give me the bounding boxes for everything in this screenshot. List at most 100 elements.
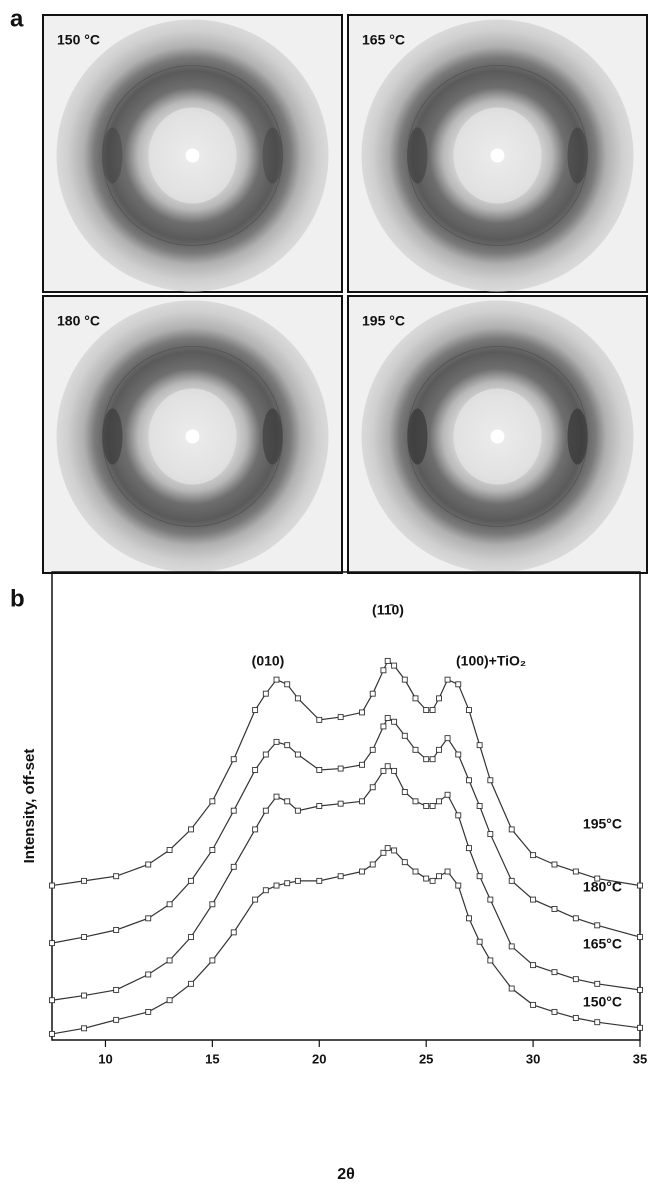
plot-frame <box>51 571 641 1041</box>
data-point <box>637 882 643 889</box>
data-point <box>316 767 323 773</box>
data-point <box>145 971 152 978</box>
data-point <box>316 803 323 809</box>
data-point <box>391 847 398 854</box>
data-point <box>391 767 398 774</box>
data-point <box>465 845 472 852</box>
equatorial-arc <box>102 408 123 465</box>
data-point <box>316 716 323 723</box>
data-point <box>273 738 280 745</box>
data-point <box>359 761 365 768</box>
data-point <box>412 695 419 702</box>
data-point <box>429 877 436 884</box>
data-point <box>436 746 442 753</box>
data-point <box>429 707 436 714</box>
data-point <box>166 997 173 1004</box>
data-point <box>465 707 472 714</box>
peak-annotation: (11̄0) <box>372 602 404 618</box>
data-point <box>508 985 515 992</box>
peak-annotation: (100)+TiO₂ <box>456 653 526 669</box>
data-point <box>455 681 462 688</box>
data-point <box>284 681 291 688</box>
data-point <box>294 695 301 702</box>
series-line <box>51 660 641 887</box>
data-point <box>412 746 419 753</box>
data-point <box>49 882 55 889</box>
data-point <box>359 798 365 805</box>
data-point <box>380 849 387 856</box>
data-point <box>209 847 216 853</box>
data-point <box>401 789 408 795</box>
data-point <box>166 847 173 853</box>
series-label: 165°C <box>583 936 622 952</box>
data-point <box>188 826 194 833</box>
data-point <box>508 877 515 884</box>
ring <box>407 346 588 527</box>
data-point <box>487 957 494 964</box>
data-point <box>412 868 419 875</box>
data-point <box>384 845 391 852</box>
data-point <box>530 896 537 903</box>
data-point <box>436 873 442 880</box>
data-point <box>81 992 88 999</box>
data-point <box>594 1019 601 1026</box>
data-point <box>230 756 237 763</box>
panel-label: a <box>10 5 24 32</box>
data-point <box>551 1008 558 1015</box>
data-point <box>572 1015 579 1021</box>
data-point <box>423 707 430 714</box>
equatorial-arc <box>102 127 123 184</box>
x-tick-label: 35 <box>633 1051 647 1066</box>
data-point <box>429 803 436 809</box>
data-point <box>113 1016 120 1023</box>
data-point <box>476 938 483 945</box>
equatorial-arc <box>407 408 428 465</box>
data-point <box>359 868 365 875</box>
data-point <box>476 742 483 749</box>
beam-stop <box>185 148 200 163</box>
data-point <box>262 751 269 758</box>
equatorial-arc <box>567 408 588 465</box>
data-point <box>455 812 462 819</box>
data-point <box>262 887 269 894</box>
data-point <box>369 784 376 791</box>
data-point <box>465 777 472 784</box>
ring <box>407 65 588 246</box>
data-point <box>487 831 494 838</box>
data-point <box>337 873 344 880</box>
data-point <box>145 1008 152 1015</box>
data-point <box>391 662 398 669</box>
equatorial-arc <box>262 127 283 184</box>
data-point <box>637 1024 643 1031</box>
panel-label: b <box>10 585 25 612</box>
equatorial-arc <box>262 408 283 465</box>
data-point <box>166 957 173 964</box>
data-point <box>273 793 280 800</box>
data-point <box>359 709 365 716</box>
series-label: 180°C <box>583 879 622 895</box>
data-point <box>401 732 408 739</box>
data-point <box>455 751 462 758</box>
data-point <box>384 715 391 721</box>
data-point <box>369 861 376 868</box>
data-point <box>436 798 442 805</box>
data-point <box>551 861 558 868</box>
data-point <box>49 1030 55 1037</box>
data-point <box>188 877 194 884</box>
data-point <box>113 986 120 993</box>
data-point <box>487 777 494 784</box>
data-point <box>273 676 280 683</box>
data-point <box>81 1025 88 1032</box>
data-point <box>49 997 55 1004</box>
data-point <box>209 798 216 805</box>
data-point <box>444 676 451 683</box>
equatorial-arc <box>407 127 428 184</box>
series-line <box>51 717 641 944</box>
data-point <box>465 915 472 922</box>
data-point <box>384 763 391 770</box>
data-point <box>401 676 408 683</box>
data-point <box>530 852 537 859</box>
data-point <box>262 807 269 814</box>
data-point <box>113 927 120 933</box>
ring <box>102 346 283 527</box>
